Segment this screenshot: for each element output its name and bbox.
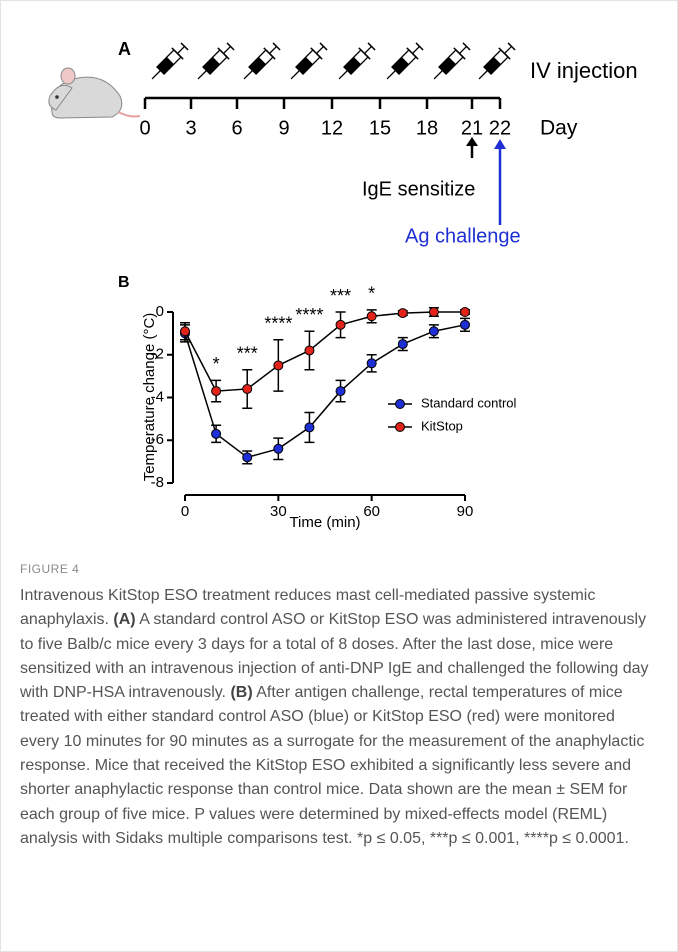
caption-panel-label: (A) xyxy=(113,611,135,628)
caption: FIGURE 4 Intravenous KitStop ESO treatme… xyxy=(20,562,650,851)
syringe-plunger xyxy=(412,46,419,53)
y-tick-label: -8 xyxy=(151,474,164,491)
injection-label: IV injection xyxy=(530,58,638,83)
data-point xyxy=(367,359,376,368)
syringe-plunger xyxy=(364,46,371,53)
x-tick-label: 90 xyxy=(457,503,474,520)
syringe-needle xyxy=(434,70,442,78)
syringe-plunger xyxy=(504,46,511,53)
data-point xyxy=(367,312,376,321)
syringe-plunger xyxy=(459,46,466,53)
figure: A IV injection Day 0 3 6 9 12 15 18 21 22 IgE se… xyxy=(0,0,678,555)
x-tick-label: 30 xyxy=(270,503,287,520)
data-point xyxy=(305,423,314,432)
day-number: 15 xyxy=(369,117,391,139)
caption-panel-label: (B) xyxy=(230,684,252,701)
x-axis-label: Time (min) xyxy=(289,514,360,531)
figure-label: FIGURE 4 xyxy=(20,562,650,576)
day-number: 18 xyxy=(416,117,438,139)
significance-label: *** xyxy=(330,286,351,306)
significance-label: **** xyxy=(264,314,292,334)
legend-marker xyxy=(396,400,405,409)
x-tick-label: 60 xyxy=(363,503,380,520)
syringe-needle xyxy=(479,70,487,78)
data-point xyxy=(398,340,407,349)
day-number: 22 xyxy=(489,117,511,139)
syringe-icon xyxy=(381,41,425,85)
syringe-needle xyxy=(291,70,299,78)
syringe-icon xyxy=(238,41,282,85)
data-point xyxy=(461,308,470,317)
syringe-needle xyxy=(198,70,206,78)
syringe-needle xyxy=(244,70,252,78)
data-point xyxy=(336,387,345,396)
day-number: 12 xyxy=(321,117,343,139)
data-point xyxy=(212,429,221,438)
timeline-days: 0 3 6 9 12 15 18 21 22 xyxy=(139,41,517,139)
syringe-plunger xyxy=(177,46,184,53)
syringe-needle xyxy=(339,70,347,78)
syringe-plunger xyxy=(269,46,276,53)
data-point xyxy=(243,384,252,393)
syringe-icon xyxy=(146,41,190,85)
syringe-icon xyxy=(428,41,472,85)
day-number: 3 xyxy=(185,117,196,139)
legend-marker xyxy=(396,423,405,432)
day-number: 0 xyxy=(139,117,150,139)
mouse-icon xyxy=(49,68,140,118)
significance-label: * xyxy=(368,284,375,304)
syringe-plunger xyxy=(316,46,323,53)
y-tick-label: 0 xyxy=(156,303,164,320)
significance-label: * xyxy=(213,354,220,374)
day-label: Day xyxy=(540,117,578,140)
sensitize-label: IgE sensitize xyxy=(362,178,475,200)
data-point xyxy=(429,308,438,317)
day-number: 6 xyxy=(231,117,242,139)
series-line xyxy=(185,312,465,391)
day-number: 9 xyxy=(278,117,289,139)
data-point xyxy=(212,387,221,396)
data-point xyxy=(336,320,345,329)
legend-label: KitStop xyxy=(421,418,463,433)
data-point xyxy=(181,327,190,336)
y-tick-label: -6 xyxy=(151,431,164,448)
panel-label: B xyxy=(118,274,130,291)
y-tick-label: -4 xyxy=(151,388,164,405)
data-point xyxy=(461,320,470,329)
day-number: 21 xyxy=(461,117,483,139)
challenge-label: Ag challenge xyxy=(405,225,521,247)
x-tick-label: 0 xyxy=(181,503,189,520)
data-point xyxy=(274,361,283,370)
significance-label: **** xyxy=(295,305,323,325)
syringe-icon xyxy=(473,41,517,85)
legend-label: Standard control xyxy=(421,395,517,410)
y-tick-label: -2 xyxy=(151,346,164,363)
syringe-plunger xyxy=(223,46,230,53)
panel-label: A xyxy=(118,39,131,59)
syringe-needle xyxy=(387,70,395,78)
caption-panel-text: After antigen challenge, rectal temperat… xyxy=(20,684,644,847)
data-point xyxy=(243,453,252,462)
challenge-arrowhead xyxy=(494,139,506,149)
syringe-icon xyxy=(333,41,377,85)
data-point xyxy=(305,346,314,355)
data-point xyxy=(398,309,407,318)
syringe-icon xyxy=(192,41,236,85)
significance-label: *** xyxy=(237,343,258,363)
data-point xyxy=(274,444,283,453)
syringe-icon xyxy=(285,41,329,85)
syringe-needle xyxy=(152,70,160,78)
data-point xyxy=(429,327,438,336)
caption-text: Intravenous KitStop ESO treatment reduce… xyxy=(20,584,650,851)
